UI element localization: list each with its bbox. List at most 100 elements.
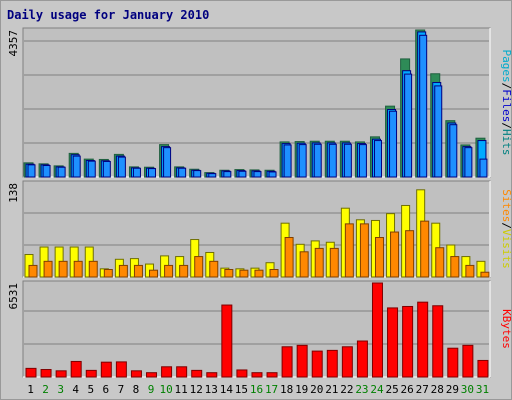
- bar-pages: [419, 34, 428, 178]
- x-tick-label: 28: [431, 383, 444, 396]
- bar-sites: [269, 269, 279, 278]
- bar-sites: [194, 256, 204, 278]
- x-tick-label: 16: [250, 383, 263, 396]
- bar-pages: [193, 170, 202, 178]
- bar-kbytes: [266, 372, 278, 378]
- bar-pages: [117, 156, 126, 178]
- x-tick-label: 22: [340, 383, 353, 396]
- x-tick-label: 11: [175, 383, 188, 396]
- x-tick-label: 30: [461, 383, 474, 396]
- panel-max-label: 4357: [7, 30, 20, 57]
- bar-pages: [238, 170, 247, 178]
- legend-entry: Files: [500, 89, 512, 122]
- bar-pages: [57, 166, 66, 178]
- panel-legend: KBytes: [500, 309, 512, 349]
- bar-kbytes: [146, 372, 158, 378]
- bar-pages: [389, 110, 398, 178]
- bar-kbytes: [206, 372, 218, 378]
- bar-kbytes: [25, 367, 37, 378]
- bar-sites: [480, 271, 490, 278]
- bar-kbytes: [387, 307, 399, 378]
- legend-entry: KBytes: [500, 309, 512, 349]
- x-tick-label: 21: [325, 383, 338, 396]
- bar-pages: [42, 165, 51, 178]
- bar-sites: [43, 260, 53, 278]
- x-tick-label: 10: [159, 383, 172, 396]
- bar-pages: [27, 164, 36, 178]
- bar-pages: [283, 144, 292, 178]
- bar-kbytes: [70, 360, 82, 378]
- bar-kbytes: [371, 282, 383, 378]
- bar-pages: [132, 167, 141, 178]
- bar-kbytes: [221, 304, 233, 378]
- bar-sites: [118, 264, 128, 278]
- bar-sites: [209, 260, 219, 278]
- panel-hits_files_pages: 4357 Pages/Files/Hits: [7, 27, 512, 178]
- bar-kbytes: [462, 344, 474, 378]
- bar-pages: [223, 171, 232, 178]
- x-tick-label: 14: [220, 383, 234, 396]
- bar-pages: [313, 143, 322, 178]
- bar-kbytes: [296, 344, 308, 378]
- bar-sites: [435, 247, 445, 278]
- bar-kbytes: [402, 305, 414, 378]
- bar-sites: [254, 269, 264, 278]
- bar-pages: [102, 160, 111, 178]
- x-tick-label: 7: [118, 383, 125, 396]
- bar-pages: [449, 124, 458, 178]
- bar-sites: [405, 230, 415, 278]
- x-tick-label: 23: [355, 383, 368, 396]
- x-tick-label: 20: [310, 383, 323, 396]
- bar-kbytes: [191, 369, 203, 378]
- bar-sites: [374, 236, 384, 278]
- bar-sites: [359, 223, 369, 278]
- x-tick-label: 15: [235, 383, 248, 396]
- x-tick-label: 29: [446, 383, 459, 396]
- x-tick-label: 1: [27, 383, 34, 396]
- bar-sites: [465, 264, 475, 278]
- bar-sites: [314, 247, 324, 278]
- x-tick-label: 5: [87, 383, 94, 396]
- x-tick-label: 6: [103, 383, 110, 396]
- bar-sites: [284, 236, 294, 278]
- panel-background: [22, 27, 491, 178]
- x-tick-label: 24: [370, 383, 384, 396]
- bar-kbytes: [326, 349, 338, 378]
- bar-sites: [103, 269, 113, 278]
- bar-sites: [73, 260, 83, 278]
- bar-kbytes: [477, 359, 489, 378]
- bar-pages: [208, 173, 217, 178]
- x-tick-label: 4: [72, 383, 79, 396]
- panel-legend: Sites/Visits: [500, 189, 512, 269]
- bar-kbytes: [341, 346, 353, 378]
- panel-visits_sites: 138 Sites/Visits: [7, 180, 512, 278]
- x-tick-label: 31: [476, 383, 489, 396]
- panel-max-label: 138: [7, 183, 20, 203]
- bar-pages: [434, 85, 443, 178]
- bar-sites: [179, 264, 189, 278]
- bar-kbytes: [251, 372, 263, 378]
- bar-sites: [58, 260, 68, 278]
- bar-kbytes: [130, 370, 142, 378]
- bar-sites: [149, 269, 159, 278]
- legend-entry: Pages: [500, 50, 512, 83]
- x-tick-label: 25: [385, 383, 398, 396]
- legend-entry: Sites: [500, 189, 512, 222]
- bar-kbytes: [417, 301, 429, 378]
- bar-kbytes: [447, 347, 459, 378]
- legend-entry: Hits: [500, 129, 512, 156]
- bar-pages: [404, 73, 413, 178]
- bar-pages: [268, 171, 277, 178]
- bar-pages: [464, 147, 473, 178]
- x-tick-label: 9: [148, 383, 155, 396]
- bar-pages: [178, 167, 187, 178]
- x-tick-label: 12: [190, 383, 203, 396]
- legend-entry: Visits: [500, 229, 512, 269]
- bar-sites: [28, 264, 38, 278]
- bar-kbytes: [311, 350, 323, 378]
- bar-pages: [72, 155, 81, 178]
- panel-legend: Pages/Files/Hits: [500, 50, 512, 156]
- bar-kbytes: [432, 305, 444, 378]
- bar-kbytes: [115, 361, 127, 378]
